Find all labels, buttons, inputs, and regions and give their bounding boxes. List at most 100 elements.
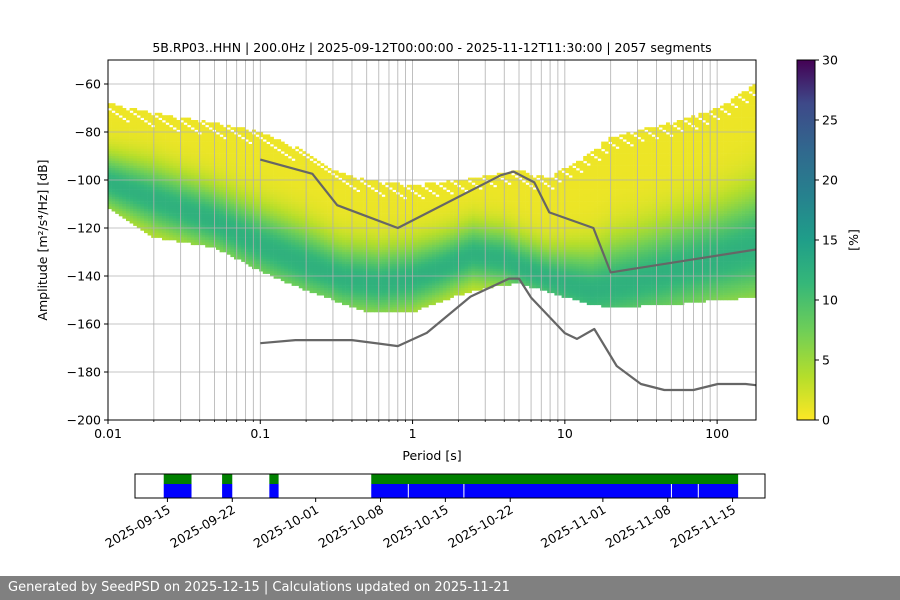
heatmap-cell (442, 276, 447, 279)
heatmap-cell (367, 232, 372, 236)
heatmap-cell (252, 158, 256, 162)
heatmap-cell (237, 225, 242, 229)
heatmap-cell (450, 223, 454, 226)
heatmap-cell (162, 184, 166, 188)
heatmap-cell (345, 218, 350, 222)
heatmap-cell (417, 295, 422, 298)
heatmap-cell (338, 254, 343, 258)
heatmap-cell (226, 184, 231, 188)
heatmap-cell (108, 127, 112, 130)
heatmap-cell (151, 141, 156, 145)
heatmap-cell (406, 211, 411, 214)
heatmap-cell (176, 184, 181, 188)
heatmap-cell (352, 194, 357, 198)
heatmap-cell (367, 256, 372, 260)
heatmap-cell (154, 165, 159, 169)
heatmap-cell (345, 285, 350, 289)
heatmap-cell (190, 228, 195, 231)
heatmap-cell (115, 184, 120, 188)
heatmap-cell (280, 160, 285, 164)
heatmap-cell (334, 218, 339, 222)
heatmap-cell (216, 134, 220, 138)
heatmap-cell (442, 237, 447, 241)
heatmap-cell (165, 117, 170, 121)
heatmap-cell (165, 144, 170, 147)
heatmap-cell (262, 182, 267, 186)
heatmap-cell (158, 134, 163, 138)
heatmap-cell (424, 278, 429, 282)
heatmap-cell (342, 196, 346, 200)
heatmap-cell (180, 172, 184, 176)
heatmap-cell (262, 170, 267, 174)
heatmap-cell (345, 252, 350, 255)
heatmap-cell (140, 151, 145, 154)
heatmap-cell (388, 278, 393, 282)
heatmap-cell (266, 266, 271, 270)
heatmap-cell (367, 297, 372, 301)
heatmap-cell (378, 252, 382, 255)
heatmap-cell (277, 146, 282, 150)
heatmap-cell (118, 158, 123, 162)
heatmap-cell (370, 199, 375, 202)
heatmap-cell (118, 156, 123, 159)
heatmap-cell (248, 139, 253, 142)
heatmap-cell (259, 206, 264, 210)
heatmap-cell (180, 199, 184, 202)
heatmap-cell (367, 288, 372, 291)
heatmap-cell (399, 300, 404, 303)
heatmap-cell (234, 127, 238, 130)
heatmap-cell (226, 170, 231, 174)
heatmap-cell (345, 201, 350, 205)
heatmap-cell (378, 225, 382, 229)
heatmap-cell (255, 144, 260, 147)
heatmap-cell (284, 199, 289, 202)
heatmap-cell (363, 300, 368, 303)
heatmap-cell (295, 259, 300, 262)
heatmap-cell (288, 206, 292, 210)
heatmap-cell (201, 124, 206, 128)
heatmap-cell (406, 216, 411, 219)
heatmap-cell (381, 244, 386, 248)
heatmap-cell (302, 283, 307, 286)
heatmap-cell (115, 151, 120, 154)
heatmap-cell (180, 240, 184, 243)
heatmap-cell (169, 184, 174, 188)
heatmap-cell (234, 170, 238, 174)
heatmap-cell (230, 225, 235, 229)
heatmap-cell (370, 254, 375, 258)
heatmap-cell (176, 120, 181, 123)
heatmap-cell (428, 278, 433, 282)
heatmap-cell (295, 280, 300, 284)
heatmap-cell (324, 170, 328, 174)
heatmap-cell (349, 213, 354, 217)
heatmap-cell (190, 177, 195, 181)
heatmap-cell (316, 235, 321, 238)
heatmap-cell (288, 146, 292, 150)
heatmap-cell (399, 228, 404, 231)
heatmap-cell (342, 259, 346, 262)
heatmap-cell (190, 237, 195, 241)
heatmap-cell (352, 242, 357, 246)
heatmap-cell (190, 184, 195, 188)
heatmap-cell (187, 158, 192, 162)
heatmap-cell (417, 249, 422, 253)
heatmap-cell (439, 254, 444, 258)
heatmap-cell (151, 206, 156, 210)
heatmap-cell (298, 228, 303, 231)
heatmap-cell (118, 187, 123, 190)
heatmap-cell (388, 264, 393, 267)
heatmap-cell (298, 163, 303, 166)
heatmap-cell (111, 182, 116, 186)
heatmap-cell (223, 220, 228, 224)
heatmap-cell (176, 151, 181, 154)
heatmap-cell (288, 261, 292, 265)
heatmap-cell (403, 256, 408, 260)
heatmap-cell (108, 115, 112, 118)
heatmap-cell (378, 211, 382, 214)
heatmap-cell (259, 177, 264, 181)
heatmap-cell (262, 184, 267, 188)
heatmap-cell (338, 218, 343, 222)
heatmap-cell (270, 216, 274, 219)
heatmap-cell (158, 144, 163, 147)
heatmap-cell (392, 216, 397, 219)
